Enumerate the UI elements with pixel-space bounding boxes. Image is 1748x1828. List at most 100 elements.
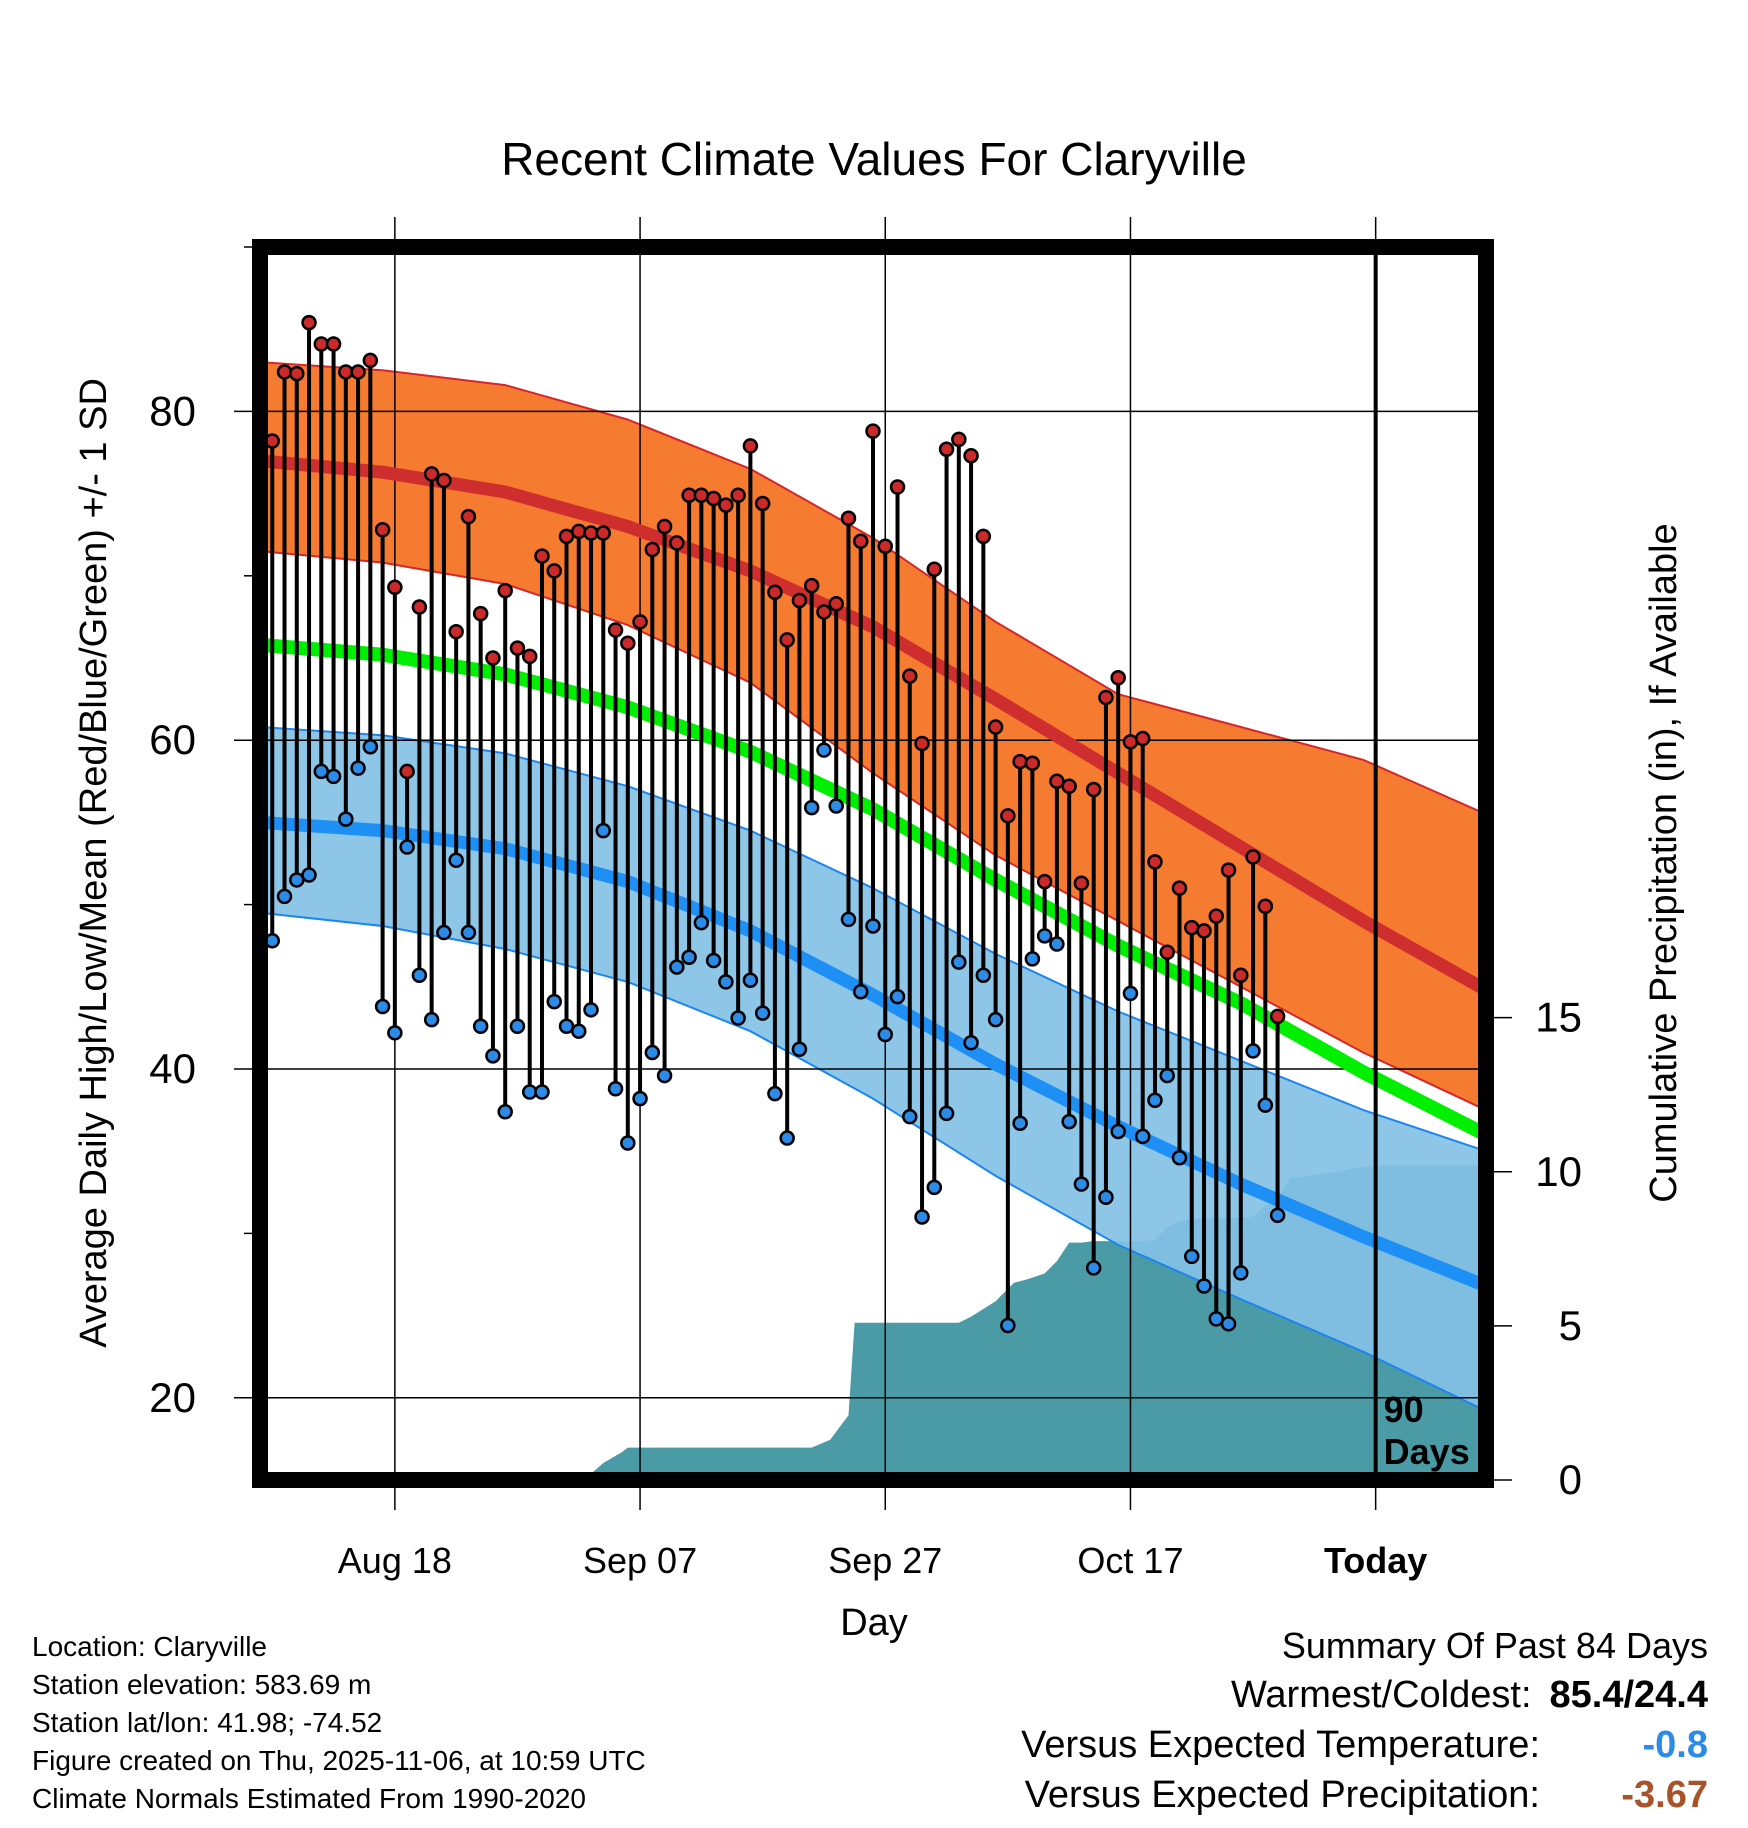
daily-high-point [1036, 873, 1053, 890]
y-right-tick-label: 0 [1559, 1456, 1582, 1503]
daily-low-point [1122, 985, 1139, 1002]
y-axis-left: 20 40 60 80 [149, 246, 260, 1421]
daily-high-point [374, 522, 391, 538]
daily-low-point [1233, 1265, 1249, 1281]
vs-precip-value: -3.67 [1621, 1774, 1708, 1816]
daily-low-point [877, 1026, 894, 1043]
daily-high-point [632, 614, 648, 630]
daily-high-point [1073, 875, 1090, 891]
plot-area [260, 247, 1486, 1480]
daily-low-point [852, 983, 869, 1000]
daily-low-point [1049, 936, 1065, 952]
daily-high-point [914, 735, 930, 752]
daily-high-point [362, 352, 379, 369]
daily-low-point [595, 822, 612, 839]
daily-high-point [436, 472, 452, 489]
daily-low-point [571, 1023, 587, 1039]
vs-temp-value: -0.8 [1642, 1724, 1708, 1766]
daily-high-point [411, 599, 428, 615]
daily-low-point [1024, 951, 1041, 967]
daily-high-point [1208, 908, 1225, 924]
daily-low-point [644, 1044, 661, 1061]
daily-high-point [705, 490, 722, 507]
daily-high-point [1184, 919, 1200, 936]
daily-high-point [350, 364, 366, 380]
daily-high-point [546, 563, 562, 579]
daily-low-point [889, 988, 906, 1005]
daily-low-point [975, 967, 992, 984]
daily-low-point [902, 1108, 918, 1125]
normals-text: Climate Normals Estimated From 1990-2020 [32, 1783, 586, 1814]
daily-high-point [1085, 781, 1102, 798]
y-right-tick-label: 15 [1535, 994, 1582, 1041]
daily-high-point [791, 592, 808, 609]
daily-low-point [754, 1005, 771, 1021]
x-axis: Aug 18 Sep 07 Sep 27 Oct 17 Today [338, 217, 1427, 1581]
daily-high-point [325, 336, 342, 352]
daily-high-point [1245, 849, 1261, 865]
daily-high-point [1269, 1008, 1286, 1025]
daily-low-point [1061, 1113, 1077, 1130]
daily-high-point [840, 510, 857, 527]
daily-high-point [669, 535, 685, 551]
latlon-text: Station lat/lon: 41.98; -74.52 [32, 1707, 383, 1738]
today-label: 90 [1384, 1389, 1424, 1430]
daily-high-point [987, 719, 1004, 735]
daily-high-point [509, 640, 526, 656]
daily-high-point [1159, 944, 1175, 961]
daily-low-point [1245, 1043, 1261, 1059]
daily-low-point [718, 974, 734, 990]
daily-low-point [803, 799, 820, 816]
daily-high-point [571, 523, 587, 540]
y-axis-right: 0 5 10 15 [1486, 994, 1582, 1503]
vs-temp-label: Versus Expected Temperature: [1021, 1724, 1540, 1766]
x-tick-label: Oct 17 [1077, 1540, 1183, 1581]
daily-high-point [1000, 808, 1016, 824]
daily-high-point [1147, 854, 1163, 870]
daily-high-point [852, 533, 869, 550]
mean-low-line [260, 815, 1486, 1293]
daily-low-point [1098, 1189, 1114, 1205]
daily-low-point [607, 1080, 624, 1097]
daily-low-point [1134, 1128, 1151, 1145]
summary-heading: Summary Of Past 84 Days [1281, 1625, 1708, 1666]
daily-low-point [816, 742, 832, 758]
daily-high-point [693, 487, 710, 503]
daily-low-point [1012, 1115, 1028, 1132]
daily-low-point [656, 1067, 673, 1084]
daily-low-point [509, 1018, 526, 1035]
daily-low-point [1036, 928, 1053, 944]
daily-low-point [1159, 1067, 1175, 1084]
daily-low-point [276, 888, 293, 905]
daily-low-point [767, 1085, 783, 1102]
daily-low-point [399, 839, 415, 855]
daily-low-point [423, 1011, 440, 1028]
today-label-days: Days [1384, 1431, 1470, 1472]
x-axis-label: Day [840, 1602, 908, 1644]
daily-observations [260, 314, 1286, 1334]
daily-low-point [1000, 1317, 1016, 1334]
daily-high-point [803, 577, 820, 594]
daily-high-point [1134, 730, 1151, 747]
daily-high-point [1024, 755, 1041, 771]
daily-low-point [951, 954, 967, 970]
daily-high-point [656, 518, 673, 535]
y-tick-label: 20 [149, 1374, 196, 1421]
y-right-tick-label: 5 [1559, 1302, 1582, 1349]
daily-low-point [460, 924, 477, 941]
daily-low-point [987, 1011, 1004, 1028]
daily-high-point [289, 365, 305, 382]
daily-low-point [325, 768, 342, 785]
daily-low-point [1073, 1176, 1090, 1192]
daily-low-point [301, 867, 317, 883]
daily-low-point [362, 739, 379, 755]
daily-low-point [436, 924, 452, 941]
daily-low-point [411, 967, 428, 984]
daily-high-point [816, 604, 832, 620]
y-right-tick-label: 10 [1535, 1148, 1582, 1195]
daily-high-point [754, 495, 771, 512]
daily-high-point [718, 497, 734, 513]
daily-high-point [963, 448, 979, 464]
daily-high-point [448, 623, 464, 640]
warm-cold-row: Warmest/Coldest: 85.4/24.4 [1021, 1670, 1708, 1720]
